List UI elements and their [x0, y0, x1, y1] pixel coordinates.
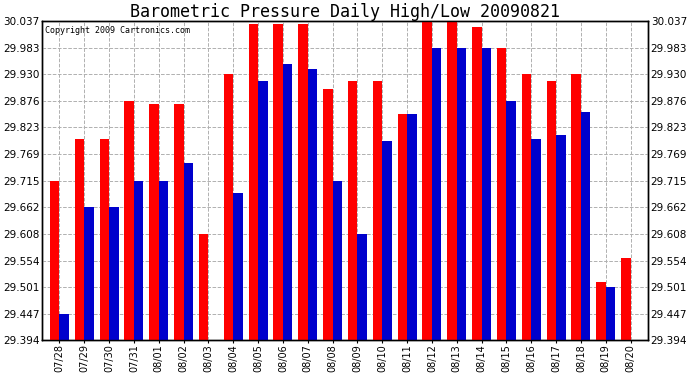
Bar: [596, 282, 606, 340]
Bar: [457, 48, 466, 340]
Bar: [621, 258, 631, 340]
Bar: [258, 81, 268, 340]
Bar: [472, 27, 482, 340]
Bar: [75, 139, 84, 340]
Bar: [422, 21, 432, 340]
Bar: [159, 181, 168, 340]
Bar: [248, 24, 258, 340]
Bar: [298, 24, 308, 340]
Bar: [184, 164, 193, 340]
Bar: [99, 139, 109, 340]
Bar: [59, 314, 69, 340]
Bar: [571, 74, 581, 340]
Bar: [174, 104, 184, 340]
Bar: [357, 234, 367, 340]
Bar: [482, 48, 491, 340]
Bar: [447, 21, 457, 340]
Bar: [581, 112, 591, 340]
Bar: [233, 193, 243, 340]
Bar: [397, 114, 407, 340]
Bar: [407, 114, 417, 340]
Bar: [308, 69, 317, 340]
Bar: [323, 89, 333, 340]
Bar: [50, 181, 59, 340]
Bar: [333, 181, 342, 340]
Bar: [556, 135, 566, 340]
Bar: [283, 64, 293, 340]
Bar: [606, 287, 615, 340]
Bar: [373, 81, 382, 340]
Bar: [546, 81, 556, 340]
Bar: [348, 81, 357, 340]
Bar: [109, 207, 119, 340]
Bar: [134, 181, 144, 340]
Text: Copyright 2009 Cartronics.com: Copyright 2009 Cartronics.com: [45, 26, 190, 35]
Bar: [382, 141, 392, 340]
Bar: [224, 74, 233, 340]
Bar: [84, 207, 94, 340]
Bar: [497, 48, 506, 340]
Bar: [273, 24, 283, 340]
Title: Barometric Pressure Daily High/Low 20090821: Barometric Pressure Daily High/Low 20090…: [130, 3, 560, 21]
Bar: [522, 74, 531, 340]
Bar: [149, 104, 159, 340]
Bar: [531, 139, 541, 340]
Bar: [432, 48, 442, 340]
Bar: [124, 101, 134, 340]
Bar: [506, 101, 516, 340]
Bar: [199, 234, 208, 340]
